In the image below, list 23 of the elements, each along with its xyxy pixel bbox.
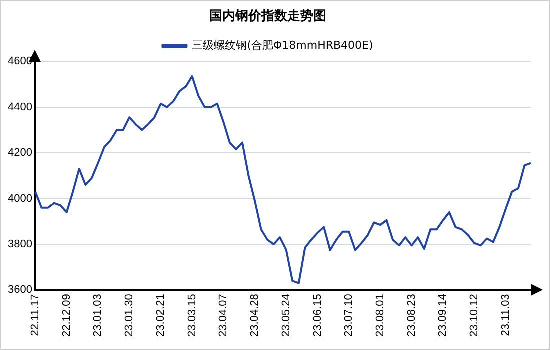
x-tick-label: 23.04.28 bbox=[249, 294, 262, 338]
x-tick-label: 23.04.07 bbox=[218, 294, 230, 338]
x-tick-label: 23.01.30 bbox=[124, 294, 136, 338]
y-tick-label: 4400 bbox=[8, 101, 32, 114]
x-tick-label: 23.03.15 bbox=[186, 294, 198, 338]
x-tick-label: 23.05.24 bbox=[280, 294, 292, 338]
x-tick-label: 22.11.17 bbox=[30, 294, 42, 336]
chart-title: 国内钢价指数走势图 bbox=[210, 8, 326, 24]
x-tick-label: 23.11.03 bbox=[500, 294, 512, 336]
x-tick-label: 23.09.14 bbox=[437, 294, 450, 338]
y-tick-label: 3800 bbox=[8, 238, 32, 250]
y-tick-label: 3600 bbox=[8, 284, 32, 296]
legend-label: 三级螺纹钢(合肥Φ18mmHRB400E) bbox=[192, 38, 374, 52]
y-tick-label: 4200 bbox=[8, 147, 32, 160]
x-tick-label: 23.01.03 bbox=[92, 294, 104, 338]
y-tick-label: 4000 bbox=[8, 192, 32, 205]
x-tick-label: 23.06.15 bbox=[312, 294, 324, 338]
x-tick-label: 23.07.10 bbox=[343, 294, 356, 338]
x-tick-label: 23.02.21 bbox=[154, 294, 167, 338]
x-tick-label: 23.08.01 bbox=[374, 294, 386, 338]
x-tick-label: 22.12.09 bbox=[60, 294, 73, 338]
x-tick-label: 23.08.23 bbox=[406, 294, 418, 338]
x-tick-label: 23.10.12 bbox=[468, 294, 481, 338]
